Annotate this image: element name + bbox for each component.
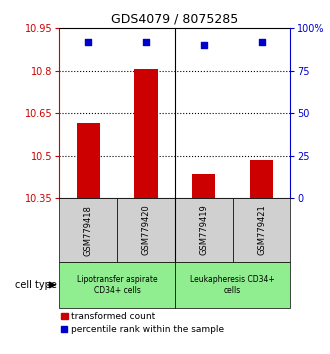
Bar — [175, 198, 233, 262]
Bar — [59, 198, 117, 262]
Title: GDS4079 / 8075285: GDS4079 / 8075285 — [111, 13, 239, 26]
Point — [201, 42, 207, 48]
Point — [86, 39, 91, 45]
Bar — [59, 262, 175, 308]
Text: GSM779418: GSM779418 — [84, 205, 93, 256]
Bar — [175, 262, 290, 308]
Bar — [117, 198, 175, 262]
Text: GSM779420: GSM779420 — [142, 205, 150, 256]
Point — [143, 39, 148, 45]
Text: Lipotransfer aspirate
CD34+ cells: Lipotransfer aspirate CD34+ cells — [77, 275, 157, 295]
Bar — [192, 174, 215, 198]
Bar — [77, 123, 100, 198]
Legend: transformed count, percentile rank within the sample: transformed count, percentile rank withi… — [61, 313, 225, 334]
Bar — [233, 198, 290, 262]
Text: Leukapheresis CD34+
cells: Leukapheresis CD34+ cells — [190, 275, 275, 295]
Text: GSM779421: GSM779421 — [257, 205, 266, 256]
Bar — [135, 69, 158, 198]
Text: cell type: cell type — [15, 280, 56, 290]
Bar — [250, 160, 273, 198]
Point — [259, 39, 264, 45]
Text: GSM779419: GSM779419 — [199, 205, 208, 256]
